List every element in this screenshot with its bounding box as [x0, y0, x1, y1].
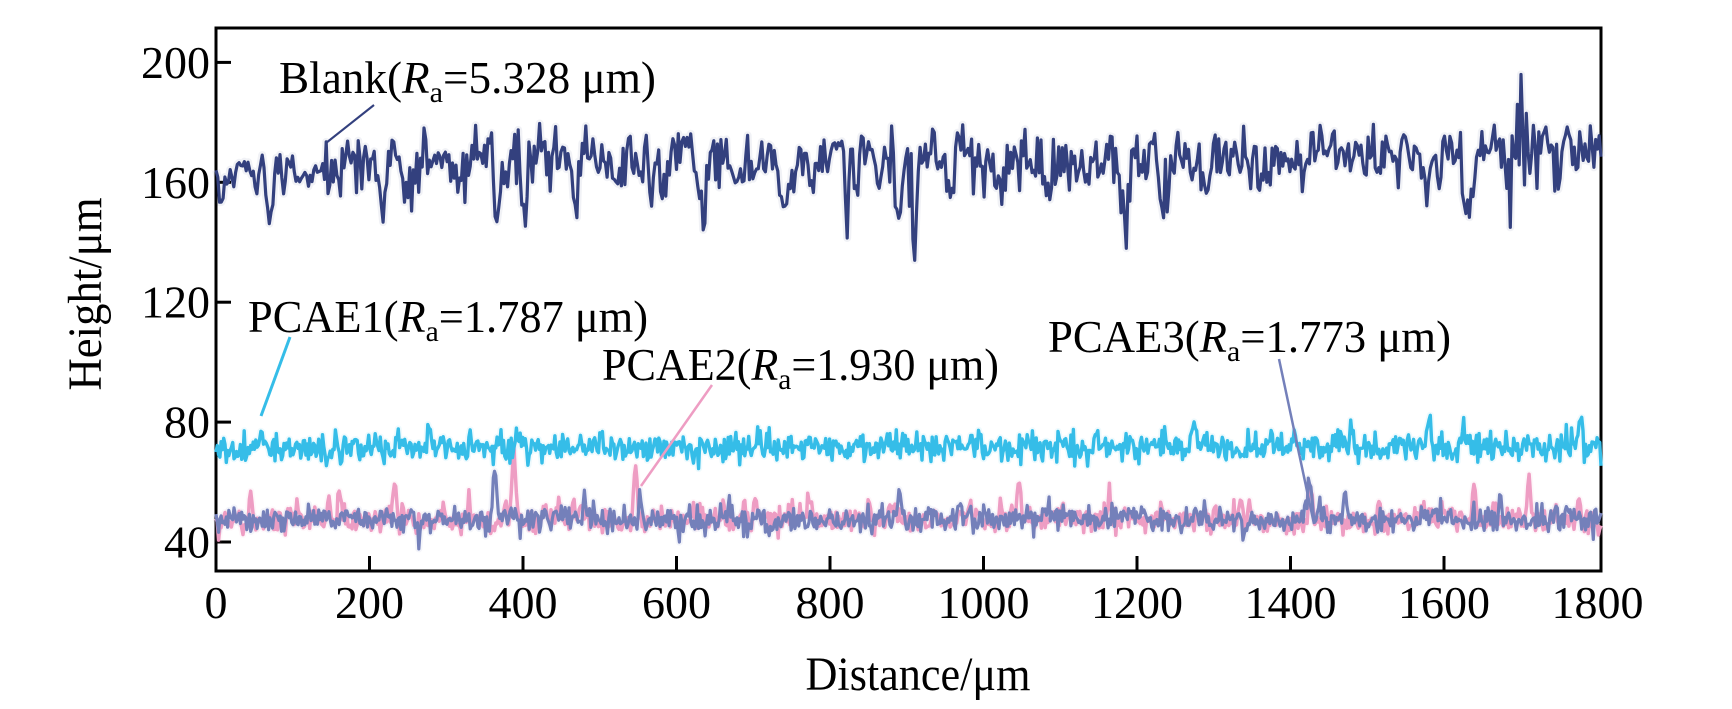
svg-text:800: 800 — [796, 577, 865, 628]
svg-text:Distance/μm: Distance/μm — [806, 648, 1031, 701]
svg-text:PCAE2(Ra=1.930 μm): PCAE2(Ra=1.930 μm) — [602, 340, 999, 396]
svg-text:40: 40 — [164, 517, 210, 568]
svg-text:1200: 1200 — [1091, 577, 1183, 628]
svg-text:PCAE1(Ra=1.787 μm): PCAE1(Ra=1.787 μm) — [248, 292, 648, 348]
svg-text:120: 120 — [141, 277, 210, 328]
svg-text:1600: 1600 — [1398, 577, 1490, 628]
svg-text:Blank(Ra=5.328 μm): Blank(Ra=5.328 μm) — [279, 53, 656, 109]
svg-text:PCAE3(Ra=1.773 μm): PCAE3(Ra=1.773 μm) — [1048, 312, 1451, 368]
svg-text:600: 600 — [642, 577, 711, 628]
svg-text:1000: 1000 — [938, 577, 1030, 628]
svg-text:0: 0 — [205, 577, 228, 628]
svg-text:1400: 1400 — [1245, 577, 1337, 628]
svg-text:200: 200 — [141, 37, 210, 88]
svg-text:Height/μm: Height/μm — [59, 198, 112, 391]
svg-text:80: 80 — [164, 397, 210, 448]
svg-text:400: 400 — [489, 577, 558, 628]
svg-text:160: 160 — [141, 157, 210, 208]
svg-text:1800: 1800 — [1552, 577, 1644, 628]
svg-text:200: 200 — [335, 577, 404, 628]
